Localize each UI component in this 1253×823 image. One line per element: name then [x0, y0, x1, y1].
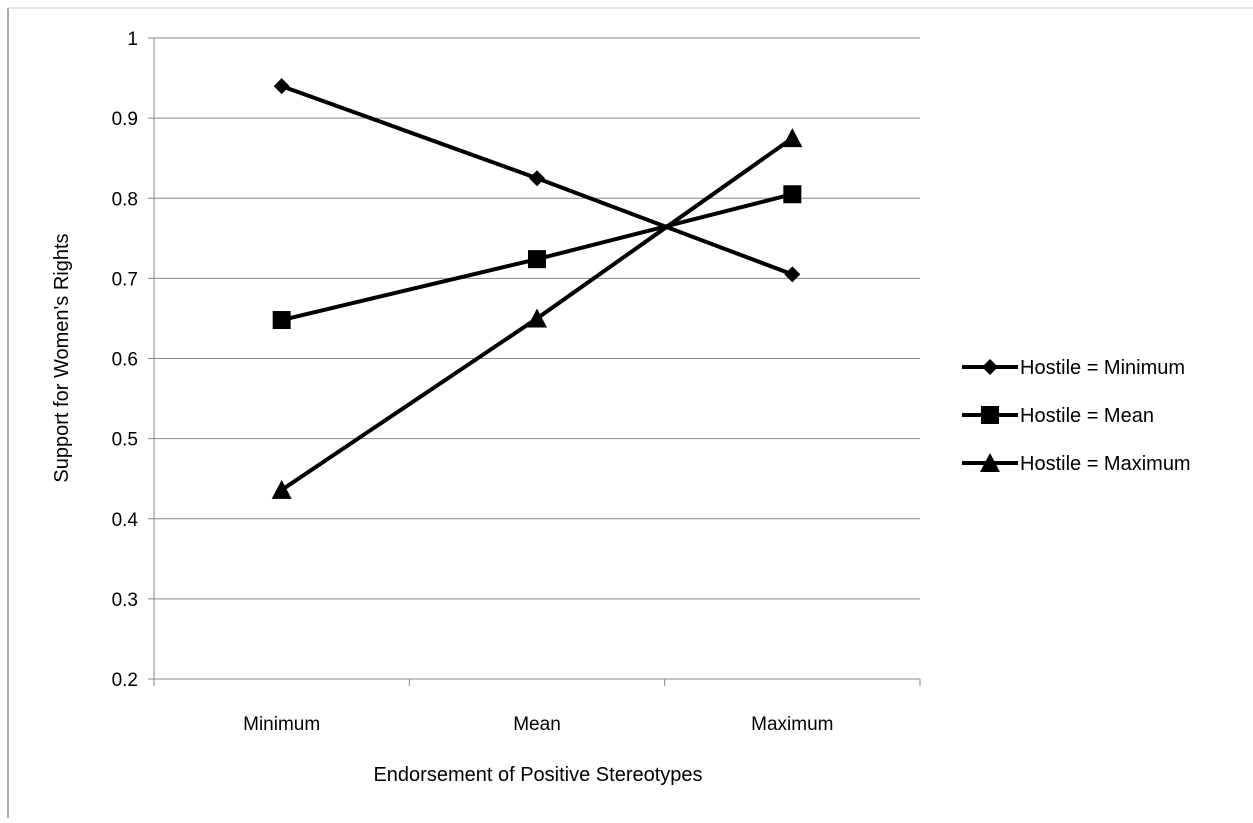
y-axis-title: Support for Women's Rights [51, 233, 73, 482]
x-tick-label: Minimum [243, 714, 320, 735]
y-tick-label: 0.3 [112, 590, 138, 611]
data-point-triangle [271, 479, 292, 499]
data-point-square [783, 185, 802, 204]
y-tick-label: 0.6 [112, 350, 138, 371]
y-tick-labels: 0.2 0.3 0.4 0.5 0.6 0.7 0.8 0.9 1 [112, 29, 139, 691]
x-tick-label: Mean [513, 714, 561, 735]
data-point-diamond [784, 266, 801, 283]
x-axis-title: Endorsement of Positive Stereotypes [373, 764, 702, 786]
gridlines [148, 37, 920, 680]
legend-label: Hostile = Mean [1020, 405, 1154, 427]
y-tick-label: 0.7 [112, 269, 138, 290]
y-tick-label: 0.5 [112, 430, 138, 451]
x-tick-label: Maximum [751, 714, 833, 735]
legend: Hostile = Minimum Hostile = Mean Hostile =… [962, 357, 1191, 475]
y-tick-label: 0.9 [112, 109, 138, 130]
data-point-square [528, 250, 546, 269]
x-tick-labels: Minimum Mean Maximum [243, 714, 833, 735]
data-point-square [272, 311, 291, 330]
legend-label: Hostile = Minimum [1020, 357, 1185, 379]
y-tick-label: 0.2 [112, 670, 138, 691]
data-point-triangle [782, 128, 803, 148]
series-lines [280, 84, 794, 492]
y-tick-label: 0.4 [112, 510, 139, 531]
data-point-triangle [527, 308, 547, 328]
legend-marker-diamond [982, 359, 998, 375]
series-markers [271, 78, 803, 499]
data-point-diamond [529, 170, 545, 187]
axes [153, 38, 921, 686]
legend-marker-triangle [980, 453, 1000, 472]
y-tick-label: 1 [127, 29, 138, 50]
data-point-diamond [273, 78, 290, 95]
legend-marker-square [981, 406, 999, 424]
y-tick-label: 0.8 [112, 189, 138, 210]
legend-label: Hostile = Maximum [1020, 453, 1191, 475]
